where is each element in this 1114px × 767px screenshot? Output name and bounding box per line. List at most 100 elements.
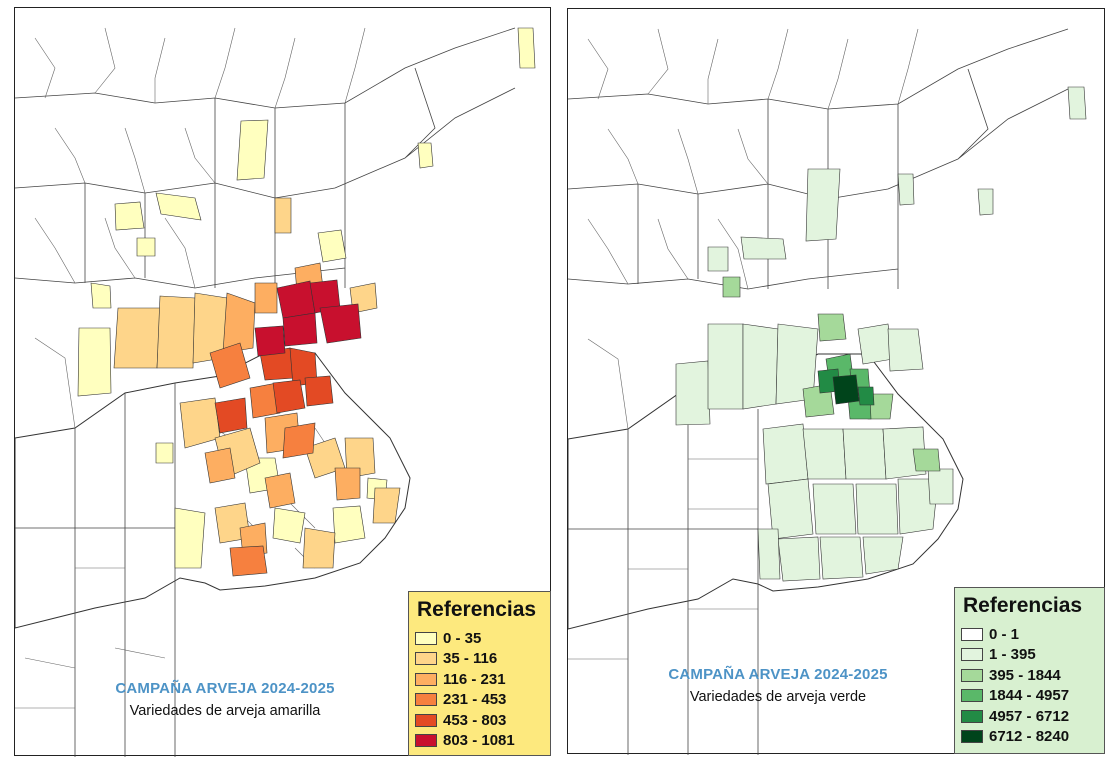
legend-amarilla: Referencias 0 - 35 35 - 116 116 - 231 23… [408, 591, 551, 756]
district-lines [568, 28, 919, 660]
map-title: CAMPAÑA ARVEJA 2024-2025 [115, 680, 335, 697]
map-subtitle: Variedades de arveja amarilla [129, 703, 321, 719]
legend-title: Referencias [417, 598, 537, 621]
district-c2 [927, 468, 954, 505]
legend-swatch [415, 631, 437, 645]
district-c3 [912, 448, 941, 472]
district-c2 [977, 188, 994, 216]
district-c2 [897, 478, 939, 535]
legend-item: 35 - 116 [415, 649, 544, 670]
district-c2 [1067, 86, 1087, 120]
legend-swatch [961, 689, 983, 703]
district-c2 [113, 307, 161, 369]
legend-item: 395 - 1844 [961, 665, 1098, 686]
district-c2 [767, 478, 814, 540]
legend-item: 453 - 803 [415, 710, 544, 731]
district-c4 [209, 342, 251, 389]
district-c2 [862, 536, 904, 575]
district-c3 [334, 467, 361, 501]
district-c1 [332, 505, 366, 544]
legend-label: 803 - 1081 [443, 732, 515, 750]
legend-item: 231 - 453 [415, 690, 544, 711]
district-c1 [136, 237, 156, 257]
district-c3 [817, 313, 847, 342]
legend-swatch [415, 734, 437, 748]
legend-item: 1844 - 4957 [961, 686, 1098, 707]
district-c5 [272, 379, 306, 414]
district-c2 [805, 168, 841, 242]
district-c2 [274, 197, 292, 234]
district-c2 [897, 173, 915, 206]
legend-label: 4957 - 6712 [989, 707, 1070, 725]
district-c2 [762, 423, 809, 485]
map-title: CAMPAÑA ARVEJA 2024-2025 [668, 666, 888, 683]
legend-verde: Referencias 0 - 1 1 - 395 395 - 1844 184… [954, 587, 1105, 754]
district-c4 [249, 382, 281, 419]
legend-swatch [961, 730, 983, 744]
legend-item: 6712 - 8240 [961, 727, 1098, 748]
legend-swatch [961, 627, 983, 641]
district-c2 [777, 536, 821, 582]
map-caption: CAMPAÑA ARVEJA 2024-2025 Variedades de a… [55, 680, 395, 719]
district-c1 [90, 282, 112, 309]
legend-swatch [415, 713, 437, 727]
legend-item: 0 - 35 [415, 628, 544, 649]
district-c1 [174, 507, 206, 569]
district-c5 [304, 375, 334, 407]
district-c6 [276, 280, 316, 319]
legend-label: 6712 - 8240 [989, 728, 1070, 746]
district-c5 [857, 386, 875, 406]
district-c1 [155, 442, 174, 464]
map-verde [568, 28, 1087, 755]
district-c2 [179, 397, 221, 449]
district-c3 [264, 472, 296, 509]
district-c3 [204, 447, 236, 484]
legend-item: 0 - 1 [961, 624, 1098, 645]
legend-swatch [415, 693, 437, 707]
district-c2 [812, 483, 857, 535]
district-c3 [722, 276, 741, 298]
legend-item: 803 - 1081 [415, 731, 544, 752]
district-c2 [802, 428, 847, 480]
district-c2 [757, 528, 781, 580]
district-c6 [319, 303, 362, 344]
district-c1 [417, 142, 434, 169]
district-c3 [222, 292, 256, 354]
district-c1 [272, 507, 306, 544]
legend-label: 395 - 1844 [989, 666, 1061, 684]
map-subtitle: Variedades de arveja verde [689, 689, 867, 705]
district-c1 [155, 192, 202, 221]
district-c1 [236, 119, 269, 181]
district-c3 [254, 282, 278, 314]
map-panel-amarilla: CAMPAÑA ARVEJA 2024-2025 Variedades de a… [14, 7, 551, 757]
legend-swatch [415, 652, 437, 666]
district-c6 [254, 325, 286, 357]
district-c2 [855, 483, 899, 535]
district-c2 [842, 428, 887, 480]
district-c1 [317, 229, 347, 263]
legend-label: 1 - 395 [989, 646, 1036, 664]
legend-label: 0 - 1 [989, 625, 1020, 643]
district-c2 [819, 536, 864, 580]
legend-label: 1844 - 4957 [989, 687, 1070, 705]
legend-label: 231 - 453 [443, 691, 507, 709]
legend-swatch [415, 672, 437, 686]
legend-title: Referencias [963, 594, 1083, 617]
district-c5 [214, 397, 248, 434]
district-c1 [114, 201, 145, 231]
legend-item: 116 - 231 [415, 669, 544, 690]
legend-label: 35 - 116 [443, 650, 498, 668]
legend-label: 0 - 35 [443, 629, 482, 647]
district-c2 [156, 295, 196, 369]
district-c2 [302, 527, 336, 569]
legend-label: 116 - 231 [443, 670, 506, 688]
district-c1 [517, 27, 536, 69]
district-c2 [707, 246, 729, 272]
map-amarilla [15, 27, 536, 757]
district-c4 [282, 422, 316, 459]
district-c2 [675, 360, 711, 426]
legend-item: 1 - 395 [961, 645, 1098, 666]
legend-item: 4957 - 6712 [961, 706, 1098, 727]
map-caption: CAMPAÑA ARVEJA 2024-2025 Variedades de a… [628, 666, 928, 705]
map-panel-verde: CAMPAÑA ARVEJA 2024-2025 Variedades de a… [567, 8, 1105, 755]
